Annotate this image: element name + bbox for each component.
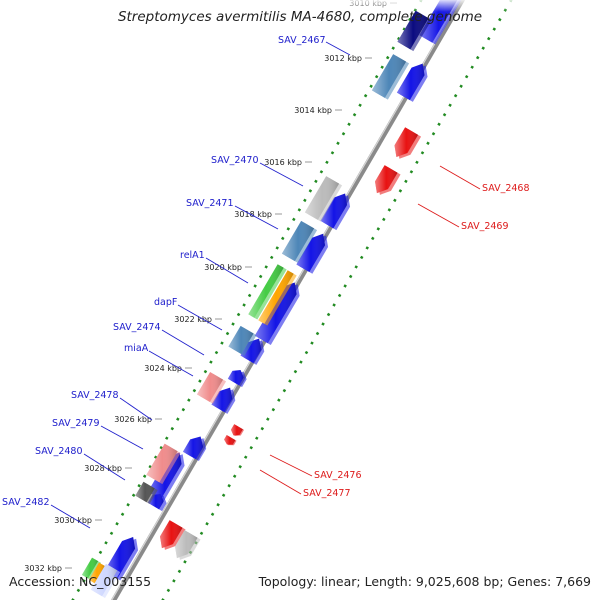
gene-label[interactable]: SAV_2470 (211, 155, 259, 166)
accession-text: Accession: NC_003155 (9, 574, 152, 589)
gene-label[interactable]: SAV_2479 (52, 418, 100, 429)
label-leader-line (259, 162, 304, 187)
label-leader-line (119, 397, 153, 421)
map-title: Streptomyces avermitilis MA-4680, comple… (117, 9, 483, 25)
label-leader-line (177, 304, 223, 331)
ruler-label: 3024 kbp (144, 364, 182, 373)
label-leader-line (439, 165, 481, 190)
gene-label[interactable]: dapF (154, 297, 177, 308)
genome-summary-text: Topology: linear; Length: 9,025,608 bp; … (258, 574, 591, 589)
label-leader-line (205, 257, 249, 284)
top-fade (340, 0, 540, 12)
gene-arrow-fwd-2[interactable] (396, 63, 428, 102)
ruler-label: 3012 kbp (324, 54, 362, 63)
gene-arrow-fwd-9[interactable] (182, 436, 207, 462)
gene-label[interactable]: SAV_2468 (482, 183, 530, 194)
label-leader-line (269, 454, 313, 477)
label-layer: SAV_2467 SAV_2468 SAV_2469 SAV_2470 SAV_2471… (2, 35, 530, 529)
gene-block-navy[interactable] (397, 10, 432, 52)
ruler-label: 3018 kbp (234, 210, 272, 219)
ruler-label: 3028 kbp (84, 464, 122, 473)
gene-label[interactable]: SAV_2474 (113, 322, 161, 333)
ruler-label: 3016 kbp (264, 158, 302, 167)
gene-label[interactable]: SAV_2482 (2, 497, 50, 508)
gene-arrow-rev-3[interactable] (230, 424, 245, 437)
gene-arrow-fwd-3[interactable] (320, 193, 351, 231)
gene-block-pink-1[interactable] (196, 371, 227, 404)
label-leader-line (100, 425, 144, 450)
gene-label[interactable]: SAV_2471 (186, 198, 234, 209)
gene-label[interactable]: miaA (124, 343, 149, 354)
gene-block-steel-2[interactable] (281, 220, 318, 263)
gene-arrow-rev-2[interactable] (375, 165, 401, 195)
gene-block-pink-2[interactable] (146, 443, 181, 485)
label-leader-line (234, 205, 279, 230)
gene-arrow-rev-1[interactable] (394, 127, 422, 159)
gene-label[interactable]: SAV_2480 (35, 446, 83, 457)
ruler-label: 3022 kbp (174, 315, 212, 324)
gene-label[interactable]: SAV_2467 (278, 35, 326, 46)
gene-label[interactable]: SAV_2469 (461, 221, 509, 232)
gene-block-orange[interactable] (258, 270, 297, 326)
gene-block-grey-2[interactable] (175, 530, 201, 560)
gene-block-grey-1[interactable] (304, 176, 343, 222)
label-leader-line (148, 350, 194, 377)
label-leader-line (417, 203, 460, 228)
ruler-label: 3030 kbp (54, 516, 92, 525)
label-leader-line (259, 469, 302, 495)
gene-arrow-fwd-8[interactable] (211, 387, 236, 414)
gene-block-green-1[interactable] (248, 264, 287, 320)
label-leader-line (325, 41, 351, 56)
reverse-tick-track (161, 0, 513, 600)
gene-label[interactable]: SAV_2477 (303, 488, 351, 499)
gene-block-steel-1[interactable] (371, 54, 410, 100)
gene-label[interactable]: relA1 (180, 250, 205, 261)
gene-arrow-fwd-4[interactable] (296, 233, 329, 274)
ruler-label: 3032 kbp (24, 564, 62, 573)
gene-block-dark[interactable] (135, 481, 158, 504)
ruler-label: 3026 kbp (114, 415, 152, 424)
ruler-label: 3020 kbp (204, 263, 242, 272)
label-leader-line (161, 329, 205, 356)
gene-arrow-fwd-7[interactable] (227, 369, 247, 388)
gene-block-green-2[interactable] (81, 557, 102, 581)
gene-block-steel-3[interactable] (228, 325, 257, 356)
gene-layer (81, 0, 462, 598)
gene-arrow-fwd-5[interactable] (254, 282, 300, 346)
gene-arrow-rev-5[interactable] (160, 520, 186, 550)
gene-label[interactable]: SAV_2476 (314, 470, 362, 481)
gene-arrow-fwd-6[interactable] (240, 338, 265, 365)
gene-block-pale[interactable] (90, 563, 121, 598)
gene-label[interactable]: SAV_2478 (71, 390, 119, 401)
gene-arrow-rev-4[interactable] (224, 435, 237, 446)
ruler-label: 3014 kbp (294, 106, 332, 115)
label-leader-line (83, 453, 126, 481)
label-leader-line (50, 504, 91, 529)
